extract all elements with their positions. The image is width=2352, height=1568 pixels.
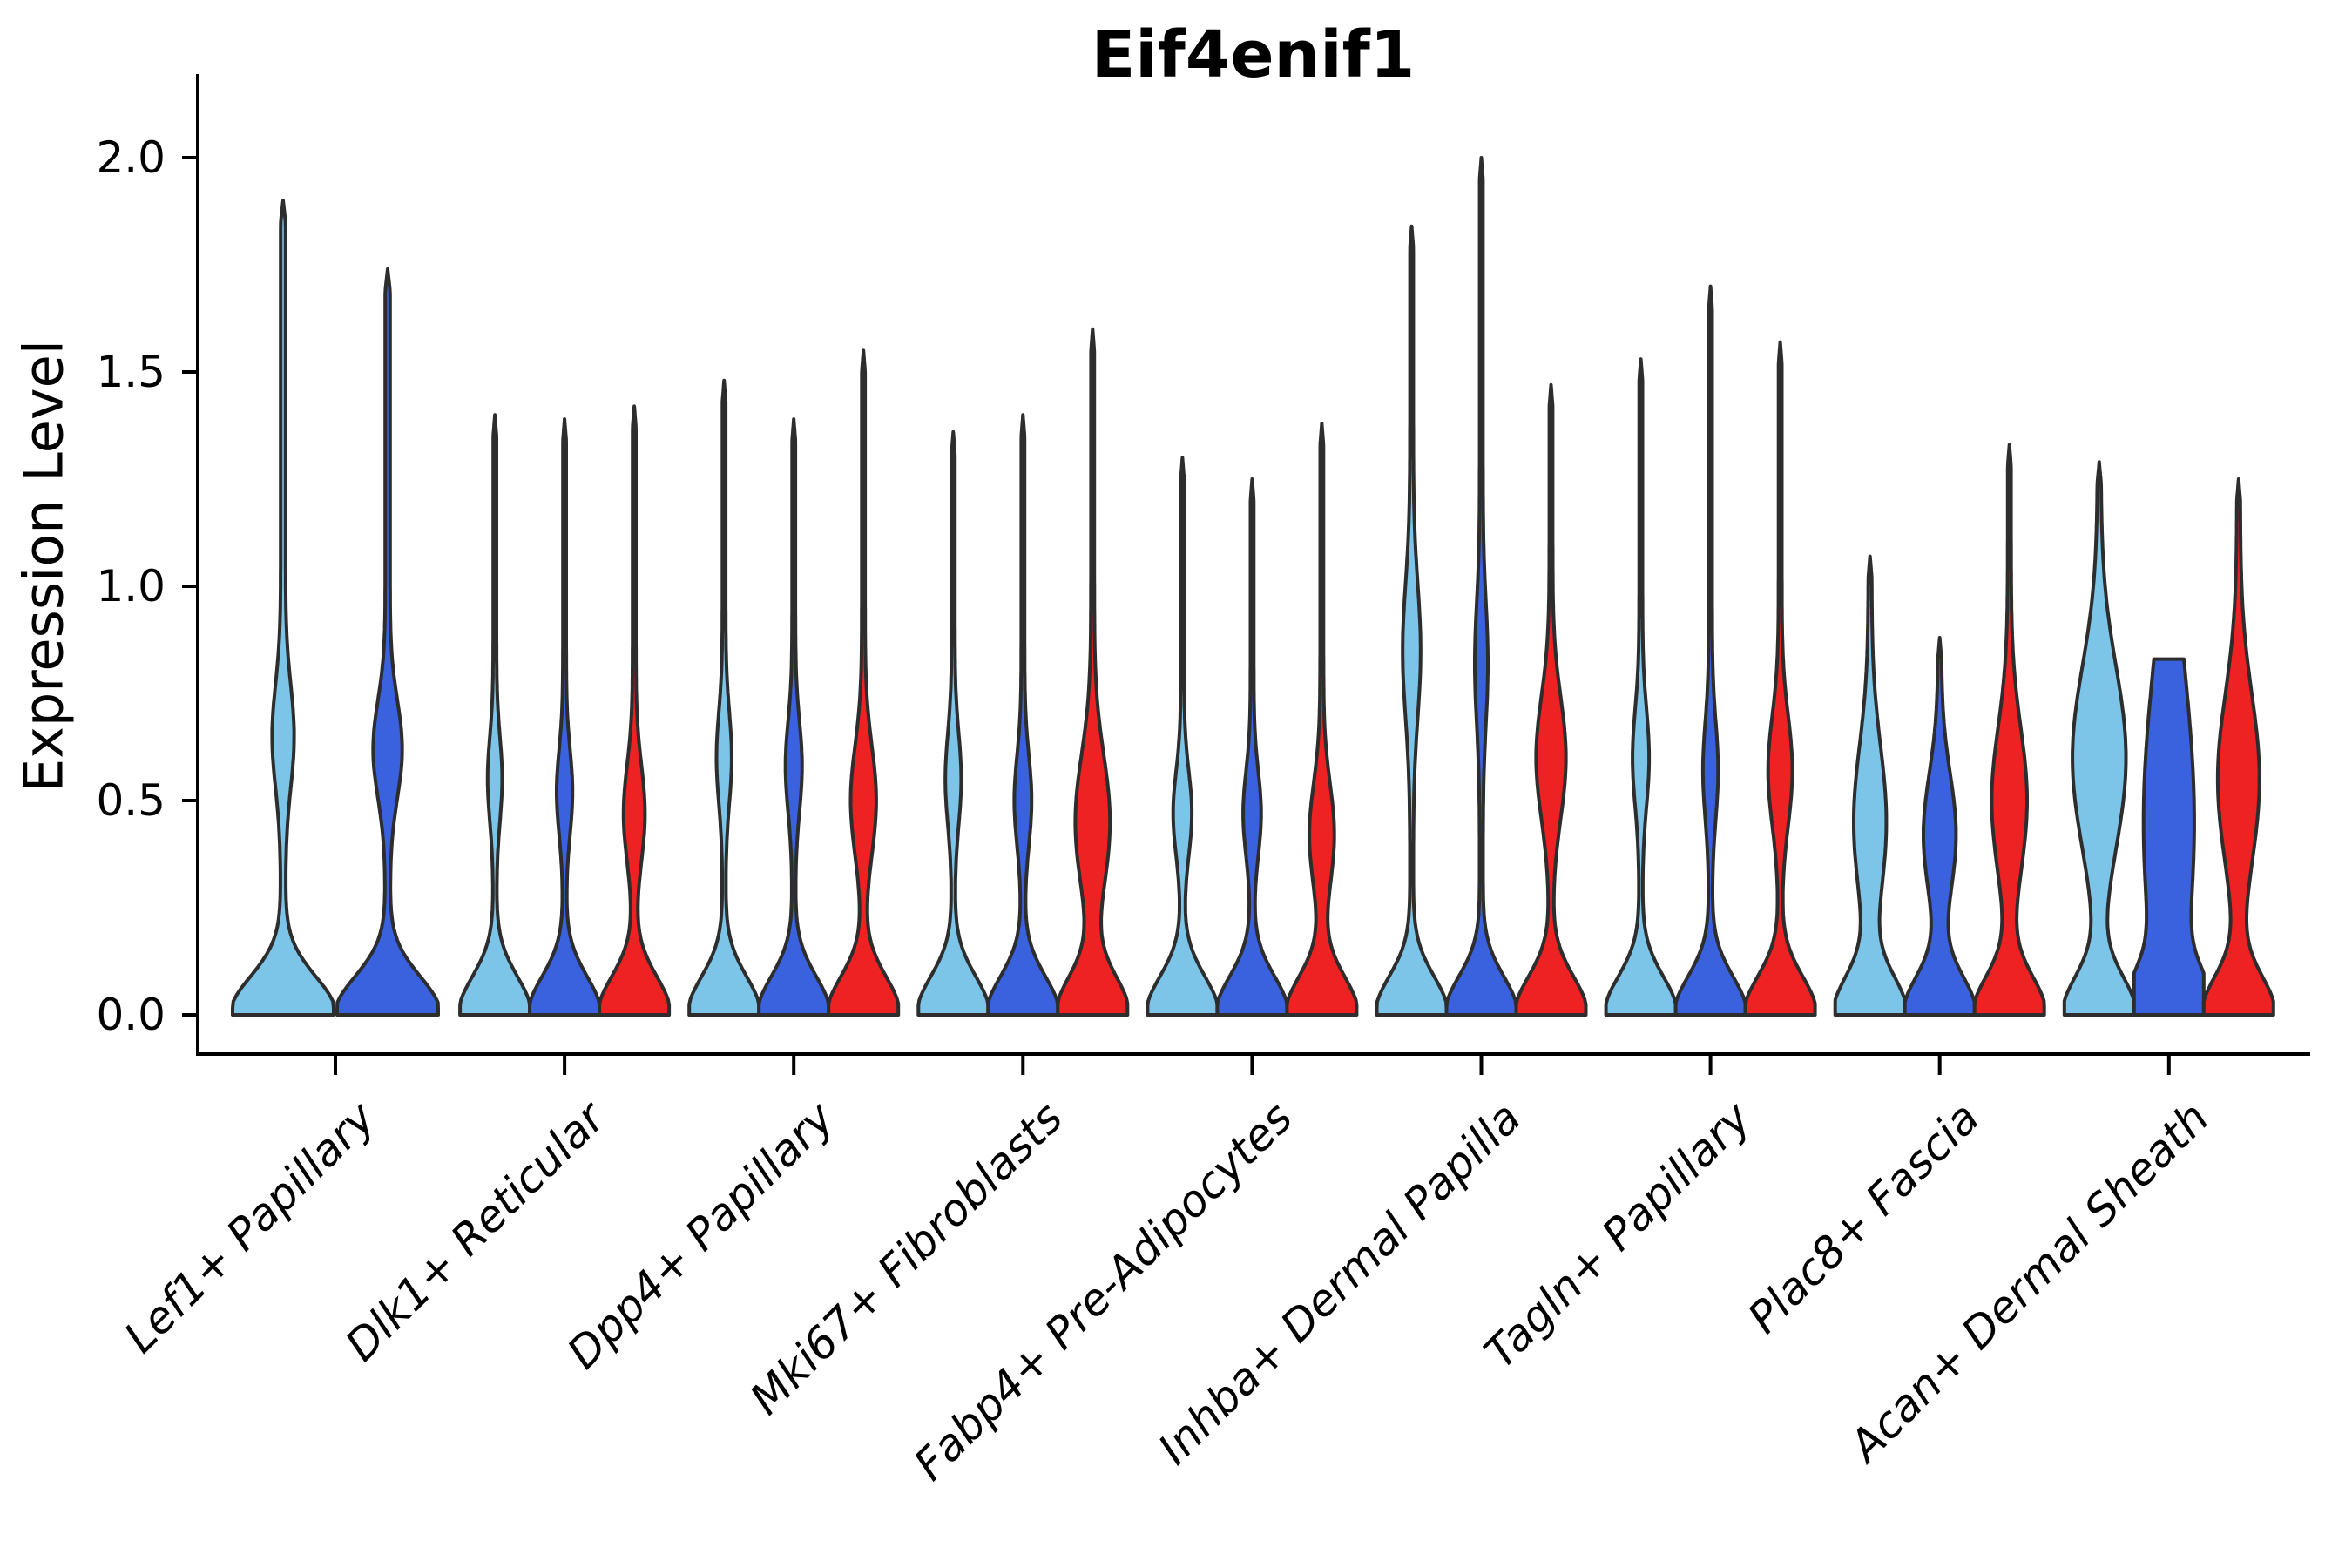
violin-dark_blue-Dlk1+	[528, 417, 602, 1017]
y-tick-label: 1.5	[96, 347, 166, 397]
violin-light_blue-Dlk1+	[458, 413, 532, 1017]
violin-light_blue-Dpp4+	[687, 378, 761, 1017]
violin-dark_blue-Mki67+	[986, 413, 1060, 1017]
violin-dark_blue-Acan+	[2132, 657, 2206, 1017]
violin-light_blue-Fabp4+	[1146, 456, 1220, 1017]
violin-red-Plac8+	[1972, 443, 2046, 1017]
violin-light_blue-Plac8+	[1833, 554, 1907, 1017]
y-tick-label: 2.0	[96, 132, 166, 183]
violin-red-Fabp4+	[1285, 422, 1359, 1017]
violin-light_blue-Acan+	[2062, 460, 2136, 1017]
violin-red-Mki67+	[1056, 327, 1130, 1017]
violin-dark_blue-Plac8+	[1903, 636, 1977, 1017]
violin-red-Acan+	[2201, 477, 2275, 1017]
violin-dark_blue-Lef1+	[335, 267, 440, 1017]
violin-red-Inhba+	[1514, 382, 1588, 1017]
y-tick-label: 1.0	[96, 561, 166, 612]
violin-light_blue-Mki67+	[916, 429, 990, 1017]
violin-light_blue-Inhba+	[1375, 224, 1449, 1017]
violin-dark_blue-Inhba+	[1444, 156, 1518, 1017]
violin-red-Tagln+	[1743, 340, 1817, 1017]
violin-dark_blue-Tagln+	[1673, 284, 1747, 1017]
chart-title: Eif4enif1	[1091, 17, 1416, 92]
y-tick-label: 0.5	[96, 775, 166, 826]
violin-red-Dlk1+	[598, 404, 672, 1017]
violin-dark_blue-Dpp4+	[757, 417, 831, 1017]
violin-dark_blue-Fabp4+	[1215, 477, 1289, 1017]
violin-light_blue-Tagln+	[1604, 357, 1678, 1017]
y-tick-label: 0.0	[96, 990, 166, 1040]
violin-light_blue-Lef1+	[231, 199, 335, 1017]
violin-red-Dpp4+	[827, 348, 901, 1017]
